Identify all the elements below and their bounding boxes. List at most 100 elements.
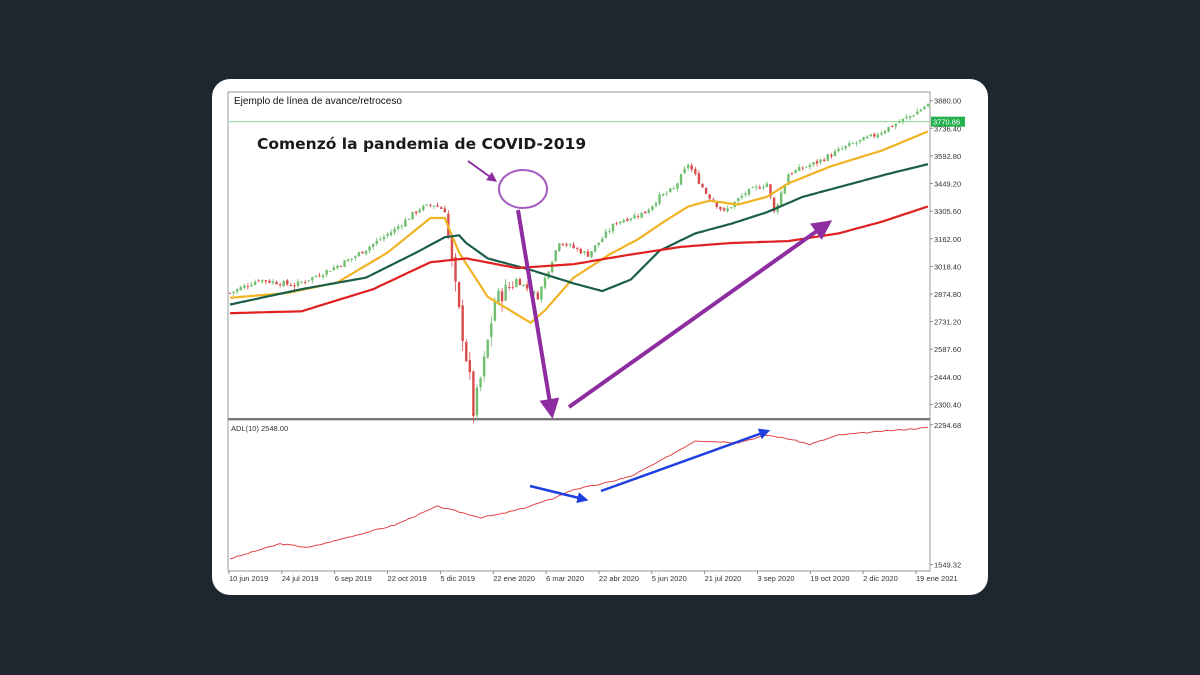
candle xyxy=(826,153,829,162)
date-tick: 19 oct 2020 xyxy=(809,571,850,583)
candle xyxy=(679,173,683,186)
candle xyxy=(511,281,514,290)
date-tick: 5 dic 2019 xyxy=(439,571,475,583)
candle xyxy=(554,249,557,263)
date-tick: 5 jun 2020 xyxy=(651,571,687,583)
candle xyxy=(339,265,343,268)
candle xyxy=(482,351,486,382)
candle xyxy=(436,202,439,208)
candle xyxy=(661,193,665,197)
price-tick: 3449.20 xyxy=(930,180,961,189)
candle xyxy=(905,114,908,120)
candle xyxy=(876,132,880,140)
current-price-badge: 3770.86 xyxy=(931,116,965,127)
candle xyxy=(457,281,461,310)
chart-card: 3880.00 3736.40 3592.80 3449.20 3305.60 3162.… xyxy=(212,79,988,595)
candle xyxy=(647,207,650,214)
date-tick-label: 22 abr 2020 xyxy=(599,574,639,583)
candle xyxy=(418,207,421,214)
candle xyxy=(626,217,629,222)
date-tick-label: 21 jul 2020 xyxy=(705,574,742,583)
candle xyxy=(697,170,701,185)
candle xyxy=(672,185,676,191)
candle xyxy=(611,222,615,234)
adl-tick-label: 2294.68 xyxy=(934,421,961,430)
date-tick-label: 24 jul 2019 xyxy=(282,574,319,583)
current-price-label: 3770.86 xyxy=(933,118,960,127)
candle xyxy=(232,291,235,296)
candle xyxy=(812,161,815,168)
candle xyxy=(669,187,672,193)
candle xyxy=(726,205,729,213)
candle xyxy=(790,172,794,176)
candle xyxy=(801,165,804,171)
candle xyxy=(278,282,282,288)
candle xyxy=(715,201,719,209)
date-tick-label: 22 oct 2019 xyxy=(388,574,427,583)
price-tick-label: 3592.80 xyxy=(934,152,961,161)
date-tick-label: 3 sep 2020 xyxy=(757,574,794,583)
candle xyxy=(303,279,307,285)
candle xyxy=(747,188,751,197)
crash-arrow xyxy=(516,209,560,419)
candle xyxy=(261,279,264,285)
candle xyxy=(740,192,744,201)
price-tick: 2300.40 xyxy=(930,400,961,409)
candle xyxy=(275,280,278,285)
candle xyxy=(407,218,411,220)
candle xyxy=(411,211,414,221)
candle xyxy=(851,141,855,145)
price-panel xyxy=(227,91,931,420)
candle xyxy=(314,274,318,278)
candle xyxy=(550,260,554,274)
candle xyxy=(332,264,336,271)
covid-annotation: Comenzó la pandemia de COVID-2019 xyxy=(257,135,586,153)
candle xyxy=(239,285,242,291)
candle xyxy=(819,158,822,165)
adl-tick: 2294.68 xyxy=(930,421,961,430)
ma-line xyxy=(229,130,929,325)
candle xyxy=(250,281,253,288)
annotation-pointer-arrow xyxy=(467,160,498,182)
candle xyxy=(257,279,260,283)
price-tick: 3305.60 xyxy=(930,207,961,216)
date-tick-label: 19 oct 2020 xyxy=(810,574,849,583)
candle xyxy=(618,221,622,225)
candle xyxy=(472,370,475,424)
adl-series xyxy=(229,426,929,560)
candle xyxy=(282,279,285,288)
candle xyxy=(658,191,661,206)
candle xyxy=(228,292,232,294)
candle xyxy=(318,272,321,278)
candle xyxy=(923,105,926,110)
candle xyxy=(321,273,325,280)
candle xyxy=(887,126,890,133)
candle xyxy=(894,123,897,130)
candle xyxy=(704,187,708,195)
candle xyxy=(690,162,693,173)
date-tick: 24 jul 2019 xyxy=(281,571,319,583)
candle xyxy=(883,129,887,135)
candle xyxy=(869,134,872,138)
candle xyxy=(919,108,923,112)
candle xyxy=(916,108,919,115)
date-tick: 3 sep 2020 xyxy=(757,571,795,583)
candle xyxy=(780,190,783,206)
date-tick: 10 jun 2019 xyxy=(228,571,268,583)
adl-panel xyxy=(227,419,931,572)
candle xyxy=(243,283,246,290)
candle xyxy=(683,166,686,174)
candle xyxy=(461,299,464,352)
candle xyxy=(858,139,862,145)
candle xyxy=(400,224,404,230)
candle xyxy=(439,206,443,209)
candle xyxy=(325,269,328,278)
time-axis: 10 jun 2019 24 jul 2019 6 sep 2019 22 oct 2… xyxy=(228,571,958,583)
candle xyxy=(912,114,915,118)
candle xyxy=(855,141,858,147)
candle xyxy=(536,290,540,300)
candle xyxy=(837,146,840,153)
date-tick-label: 6 sep 2019 xyxy=(335,574,372,583)
date-tick: 6 sep 2019 xyxy=(334,571,372,583)
candle xyxy=(762,184,765,191)
